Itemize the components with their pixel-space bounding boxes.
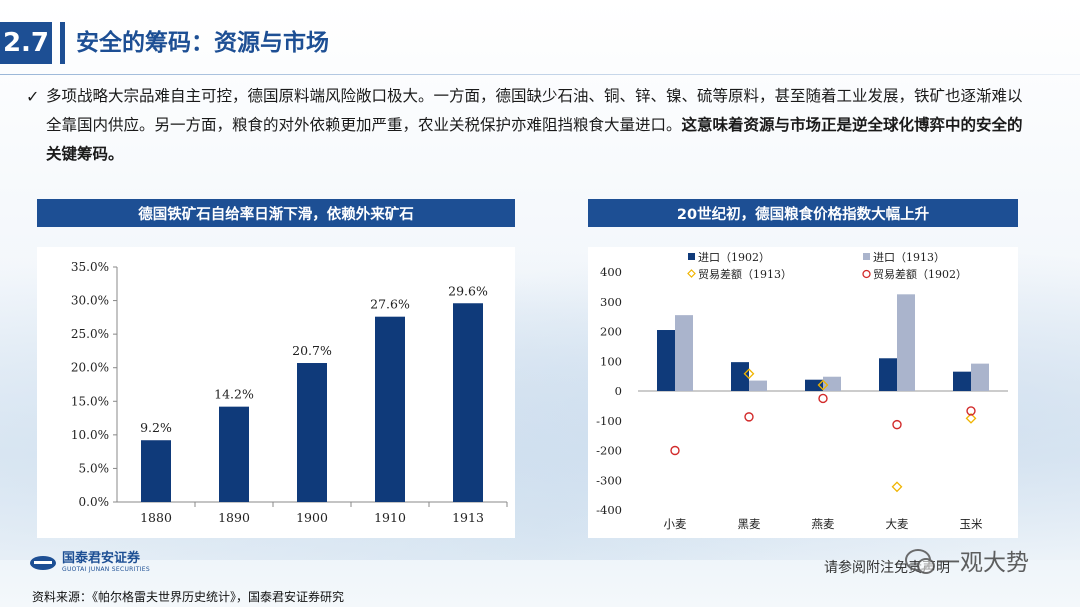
y-tick-label: 400 [600,265,622,279]
page-title: 安全的筹码：资源与市场 [76,30,329,56]
bullet-text: 多项战略大宗品难自主可控，德国原料端风险敞口极大。一方面，德国缺少石油、铜、锌、… [46,82,1026,169]
legend-swatch [863,253,870,260]
bar-1913 [675,315,693,391]
logo-mark-icon [30,555,56,570]
data-label: 27.6% [370,297,410,312]
logo-text-en: GUOTAI JUNAN SECURITIES [62,566,150,573]
x-tick-label: 小麦 [664,517,687,531]
x-tick-label: 1910 [374,510,406,525]
bar-1902 [805,379,823,391]
bar-1913 [749,380,767,391]
header-rule [0,74,1080,75]
company-logo: 国泰君安证券 GUOTAI JUNAN SECURITIES [30,552,150,573]
x-tick-label: 大麦 [886,517,909,531]
bar-1902 [879,358,897,391]
data-label: 14.2% [214,387,254,402]
balance-1913-point [817,379,829,391]
section-number: 2.7 [0,22,52,64]
bar-1902 [953,371,971,391]
y-tick-label: 35.0% [71,260,109,274]
legend-label: 贸易差额（1913） [698,267,792,281]
bar-1913 [897,294,915,391]
bar [453,303,483,502]
balance-1913-point [891,481,903,493]
balance-1913-point [743,368,755,380]
y-tick-label: 5.0% [79,461,110,475]
bar [297,363,327,502]
x-tick-label: 玉米 [960,517,983,531]
source-note: 资料来源：《帕尔格雷夫世界历史统计》，国泰君安证券研究 [32,590,345,604]
y-tick-label: 0 [615,384,622,398]
x-tick-label: 1880 [140,510,172,525]
legend-swatch [688,253,695,260]
legend-swatch [862,269,871,279]
y-tick-label: 200 [600,325,622,339]
y-tick-label: -300 [596,473,622,487]
x-tick-label: 燕麦 [812,517,835,531]
data-label: 9.2% [140,420,172,435]
right-chart-title: 20世纪初，德国粮食价格指数大幅上升 [588,199,1018,227]
x-tick-label: 黑麦 [738,517,761,531]
watermark-text: 一观大势 [937,550,1029,576]
y-tick-label: 10.0% [71,428,109,442]
left-chart-title: 德国铁矿石自给率日渐下滑，依赖外来矿石 [37,199,515,227]
bar-1902 [731,362,749,391]
bar-1902 [657,330,675,391]
logo-text-cn: 国泰君安证券 [62,551,141,566]
y-tick-label: -200 [596,444,622,458]
title-divider [60,22,65,64]
balance-1902-point [670,445,680,456]
legend-label: 贸易差额（1902） [873,267,967,281]
check-icon: ✓ [26,87,40,106]
y-tick-label: 15.0% [71,394,109,408]
balance-1902-point [892,419,902,430]
left-chart-panel: 0.0% 5.0% 10.0% 15.0% 20.0% 25.0% 30.0% 35.0% 9.… [37,247,515,538]
watermark: 一观大势 [905,543,1029,577]
bar-1913 [823,376,841,391]
y-tick-label: 300 [600,295,622,309]
grain-trade-chart: -400 -300 -200 -100 0 100 200 300 400 进口（1902） 进口（… [596,251,1008,531]
y-tick-label: 25.0% [71,327,109,341]
y-tick-label: -100 [596,414,622,428]
balance-1902-point [818,393,828,404]
bullet-paragraph: ✓ 多项战略大宗品难自主可控，德国原料端风险敞口极大。一方面，德国缺少石油、铜、… [26,82,1026,169]
data-label: 20.7% [292,343,332,358]
bullet-text-bold: 这意味着资源与市场正是逆全球化博弈中的安全的关键筹码。 [46,116,1023,163]
bar [219,406,249,502]
bar-1913 [971,363,989,391]
balance-1902-point [744,412,754,422]
y-tick-label: 100 [600,354,622,368]
bar [141,440,171,502]
right-chart-panel: -400 -300 -200 -100 0 100 200 300 400 进口（1902） 进口（… [588,247,1018,538]
iron-ore-bar-chart: 0.0% 5.0% 10.0% 15.0% 20.0% 25.0% 30.0% 35.0% 9.… [71,260,508,525]
y-tick-label: 0.0% [79,495,110,509]
y-tick-label: 30.0% [71,294,109,308]
bullet-text-normal: 多项战略大宗品难自主可控，德国原料端风险敞口极大。一方面，德国缺少石油、铜、锌、… [46,87,1023,134]
balance-1902-point [966,406,976,416]
x-tick-label: 1900 [296,510,328,525]
y-tick-label: 20.0% [71,361,109,375]
x-tick-label: 1913 [452,510,484,525]
data-label: 29.6% [448,283,488,298]
x-tick-label: 1890 [218,510,250,525]
y-tick-label: -400 [596,503,622,517]
slide-header: 2.7 安全的筹码：资源与市场 [0,14,1080,75]
balance-1913-point [965,412,977,424]
legend-label: 进口（1902） [698,251,770,264]
wechat-icon [905,549,935,574]
legend-swatch [687,269,696,278]
bar [375,316,405,502]
legend-label: 进口（1913） [873,251,945,264]
